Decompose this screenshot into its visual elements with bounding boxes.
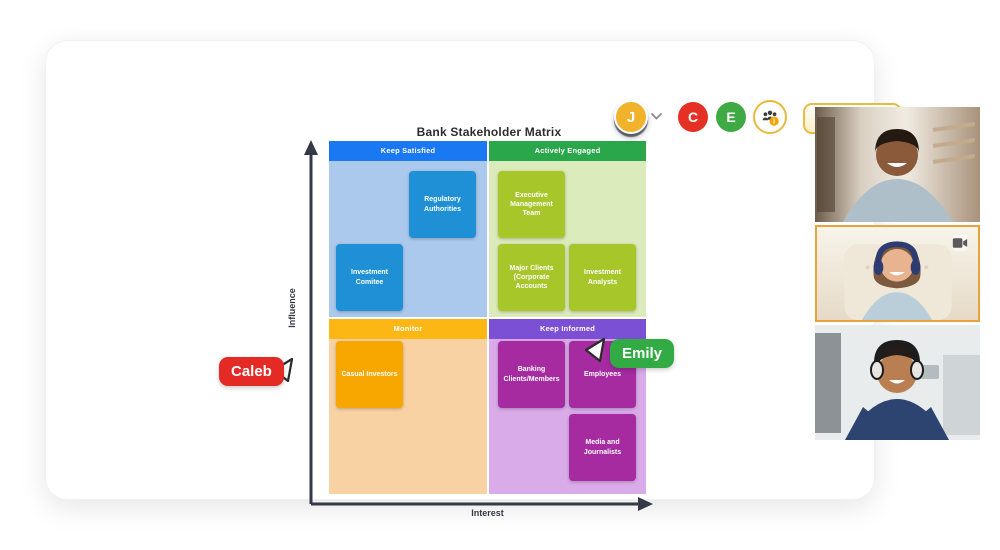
sticky-note[interactable]: Regulatory Authorities xyxy=(409,171,476,238)
sticky-note[interactable]: Major Clients (Corporate Accounts xyxy=(498,244,565,311)
quadrant-monitor: Monitor Casual Investors xyxy=(329,319,487,494)
avatar-user-e[interactable]: E xyxy=(716,102,746,132)
quadrant-header: Monitor xyxy=(329,319,487,339)
quadrant-body: Casual Investors xyxy=(329,339,487,494)
quadrant-header: Actively Engaged xyxy=(489,141,646,161)
sticky-note[interactable]: Banking Clients/Members xyxy=(498,341,565,408)
participant-video-1[interactable] xyxy=(815,107,980,222)
sticky-note[interactable]: Casual Investors xyxy=(336,341,403,408)
quadrant-header: Keep Satisfied xyxy=(329,141,487,161)
participant-video-3[interactable] xyxy=(815,325,980,440)
emily-cursor-icon xyxy=(584,337,606,363)
sticky-note[interactable]: Executive Management Team xyxy=(498,171,565,238)
participant-2-photo xyxy=(817,227,978,320)
participant-1-photo xyxy=(815,107,980,222)
quadrant-keep-satisfied: Keep Satisfied Regulatory Authorities In… xyxy=(329,141,487,317)
emily-cursor-label: Emily xyxy=(610,339,675,368)
quadrant-actively-engaged: Actively Engaged Executive Management Te… xyxy=(489,141,646,317)
sticky-note[interactable]: Investment Analysts xyxy=(569,244,636,311)
avatar-user-j[interactable]: J xyxy=(614,100,648,134)
participant-video-2-active[interactable] xyxy=(815,225,980,322)
x-axis-label: Interest xyxy=(471,508,504,518)
y-axis-label: Influence xyxy=(286,288,297,328)
caleb-cursor-label: Caleb xyxy=(219,357,284,386)
collaborators-info-button[interactable]: i xyxy=(753,100,787,134)
board-title: Bank Stakeholder Matrix xyxy=(416,125,562,139)
avatar-user-c[interactable]: C xyxy=(678,102,708,132)
participant-3-photo xyxy=(815,325,980,440)
sticky-note[interactable]: Media and Journalists xyxy=(569,414,636,481)
sticky-note[interactable]: Investment Comitee xyxy=(336,244,403,311)
quadrant-header: Keep Informed xyxy=(489,319,646,339)
chevron-down-icon[interactable] xyxy=(651,113,662,120)
svg-text:i: i xyxy=(773,118,775,125)
whiteboard-card: Bank Stakeholder Matrix Influence Intere… xyxy=(45,40,902,518)
quadrant-body: Regulatory Authorities Investment Comite… xyxy=(329,161,487,317)
camera-icon[interactable] xyxy=(952,235,968,251)
group-info-icon: i xyxy=(762,110,779,126)
quadrant-body: Executive Management Team Major Clients … xyxy=(489,161,646,317)
